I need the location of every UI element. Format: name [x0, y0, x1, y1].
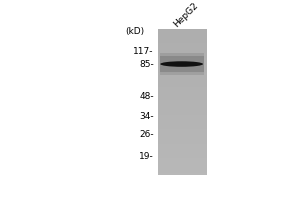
Bar	[158, 41, 207, 43]
Bar	[158, 60, 207, 62]
Bar	[158, 89, 207, 91]
Text: 34-: 34-	[139, 112, 154, 121]
Bar	[158, 78, 207, 80]
Bar	[158, 74, 207, 76]
Text: 48-: 48-	[139, 92, 154, 101]
Bar	[158, 168, 207, 169]
Bar	[158, 129, 207, 131]
Bar	[158, 80, 207, 82]
Bar	[158, 146, 207, 147]
Bar	[158, 142, 207, 144]
Bar	[158, 82, 207, 83]
Bar	[158, 91, 207, 93]
Text: HepG2: HepG2	[172, 1, 200, 29]
Bar	[158, 133, 207, 135]
Bar	[158, 140, 207, 142]
Bar	[158, 76, 207, 78]
Bar	[158, 104, 207, 105]
Bar	[158, 160, 207, 162]
Text: 26-: 26-	[139, 130, 154, 139]
Bar	[158, 157, 207, 158]
Bar	[158, 49, 207, 51]
Bar	[158, 102, 207, 104]
Bar	[158, 169, 207, 171]
Bar	[158, 43, 207, 45]
Bar	[158, 34, 207, 36]
Text: (kD): (kD)	[126, 27, 145, 36]
Bar	[158, 116, 207, 118]
Bar	[160, 53, 204, 75]
Bar	[158, 47, 207, 49]
Text: 117-: 117-	[133, 47, 154, 56]
Bar	[158, 135, 207, 137]
Bar	[158, 109, 207, 111]
Bar	[158, 96, 207, 98]
Bar	[158, 126, 207, 127]
Bar	[158, 38, 207, 40]
Bar	[160, 56, 204, 72]
Text: 85-: 85-	[139, 60, 154, 69]
Bar	[158, 151, 207, 153]
Bar	[158, 58, 207, 60]
Bar	[158, 56, 207, 58]
Bar	[158, 100, 207, 102]
Bar	[158, 51, 207, 52]
Bar	[158, 54, 207, 56]
Bar	[158, 127, 207, 129]
Bar	[158, 122, 207, 124]
Bar	[158, 137, 207, 138]
Bar	[158, 83, 207, 85]
Bar	[158, 65, 207, 67]
Bar	[158, 138, 207, 140]
Bar	[158, 144, 207, 146]
Bar	[158, 63, 207, 65]
Bar	[158, 171, 207, 173]
Bar	[158, 67, 207, 69]
Bar	[158, 162, 207, 164]
Bar	[158, 118, 207, 120]
Bar	[158, 29, 207, 30]
Bar	[158, 158, 207, 160]
Text: 19-: 19-	[139, 152, 154, 161]
Bar	[158, 120, 207, 122]
Bar	[158, 93, 207, 94]
Bar	[158, 173, 207, 175]
Bar	[158, 98, 207, 100]
Bar	[158, 87, 207, 89]
Bar	[158, 45, 207, 47]
Bar	[158, 36, 207, 38]
Bar	[158, 105, 207, 107]
Bar	[158, 32, 207, 34]
Bar	[158, 131, 207, 133]
Bar	[158, 149, 207, 151]
Bar	[158, 107, 207, 109]
Bar	[158, 40, 207, 41]
Bar	[158, 164, 207, 166]
Bar	[158, 71, 207, 73]
Bar	[158, 69, 207, 71]
Bar	[158, 113, 207, 115]
Bar	[158, 147, 207, 149]
Ellipse shape	[160, 61, 203, 67]
Bar	[158, 62, 207, 63]
Bar	[158, 115, 207, 116]
Bar	[158, 85, 207, 87]
Bar	[158, 73, 207, 74]
Bar	[158, 94, 207, 96]
Bar	[158, 155, 207, 157]
Bar	[158, 124, 207, 126]
Bar	[158, 30, 207, 32]
Bar	[158, 52, 207, 54]
Bar	[158, 111, 207, 113]
Bar	[158, 153, 207, 155]
Bar	[158, 166, 207, 168]
